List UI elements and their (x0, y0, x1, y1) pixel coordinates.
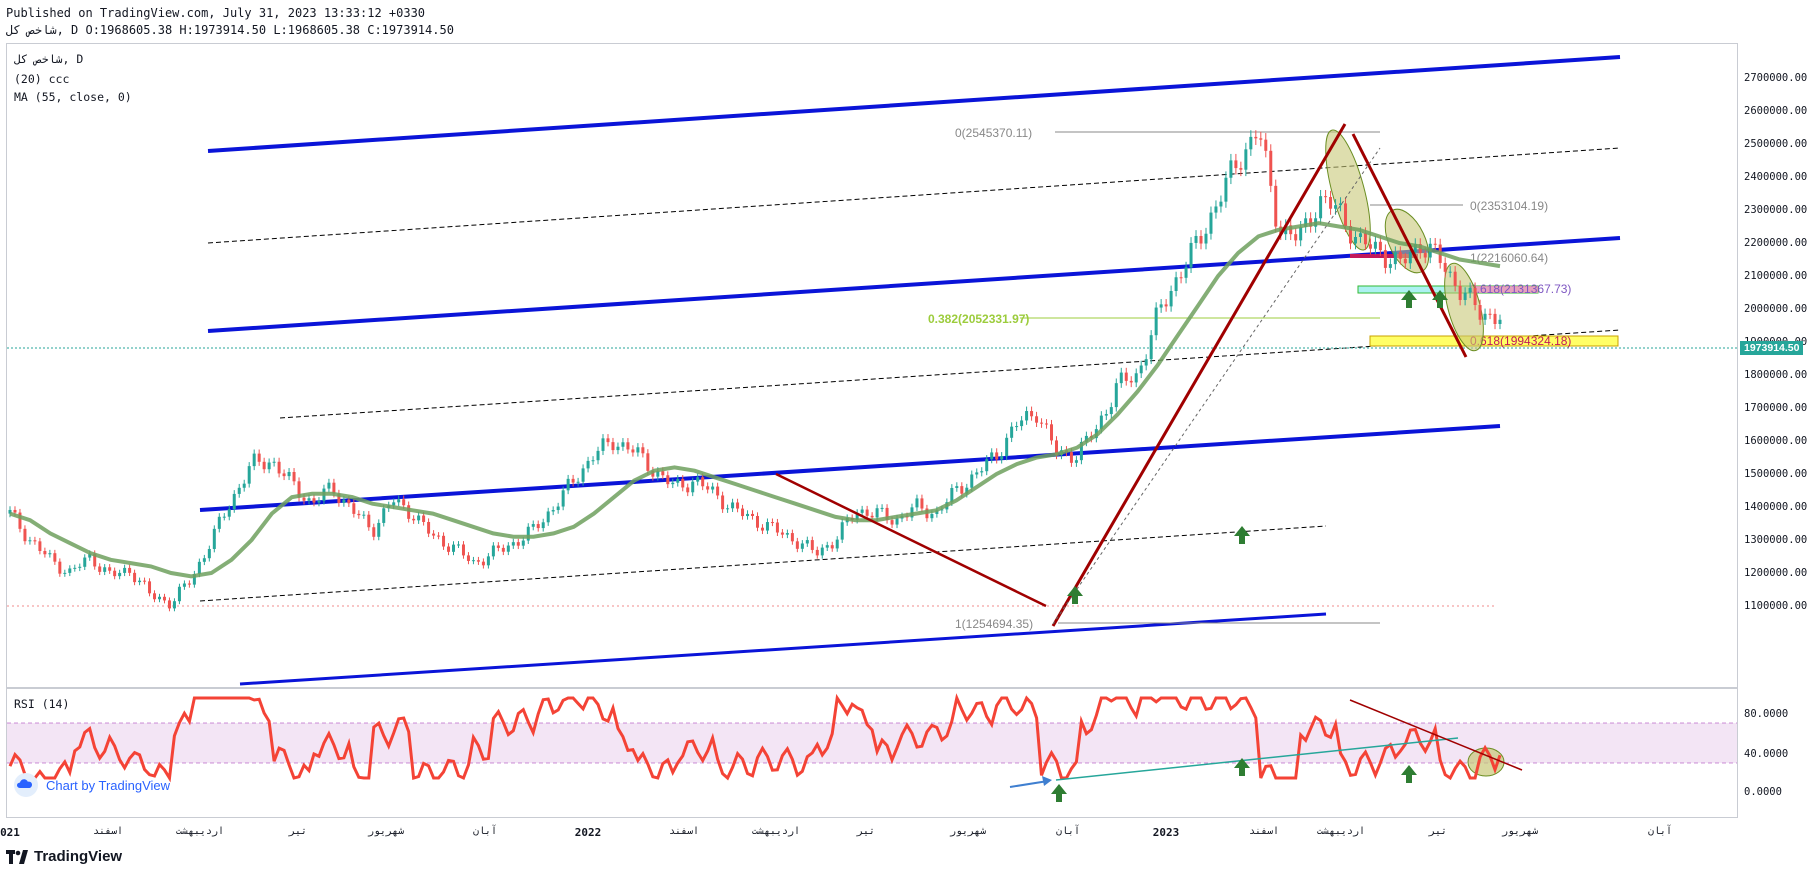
price-axis-label: 2400000.00 (1744, 171, 1808, 183)
time-axis-label: اردیبهشت (175, 826, 225, 837)
legend-study-ma[interactable]: MA (55, close, 0) (14, 90, 132, 104)
time-axis-label: تیر (1428, 826, 1448, 837)
price-axis-label: 1100000.00 (1744, 600, 1808, 612)
time-axis-label: آبان (1055, 826, 1081, 837)
published-line: Published on TradingView.com, July 31, 2… (6, 6, 426, 20)
price-axis-label: 2000000.00 (1744, 303, 1808, 315)
price-axis-label: 1600000.00 (1744, 435, 1808, 447)
legend-symbol[interactable]: شاخص کل, D (14, 52, 84, 66)
time-axis-label: اسفند (1248, 826, 1280, 837)
time-axis-label: آبان (472, 826, 498, 837)
price-axis-label: 1200000.00 (1744, 567, 1808, 579)
legend-rsi[interactable]: RSI (14) (14, 697, 70, 711)
chart-by-tradingview[interactable]: Chart by TradingView (14, 773, 170, 797)
time-axis-label: اسفند (92, 826, 124, 837)
main-chart-pane[interactable] (6, 43, 1738, 688)
byline-text[interactable]: Chart by TradingView (46, 777, 171, 793)
tradingview-logo[interactable]: TradingView (6, 848, 122, 865)
time-axis-label: تیر (288, 826, 308, 837)
time-axis-label: اردیبهشت (1316, 826, 1366, 837)
tradingview-logo-icon (6, 849, 28, 864)
tradingview-cloud-icon (14, 773, 38, 797)
price-axis-label: 2600000.00 (1744, 105, 1808, 117)
price-axis-label: 2200000.00 (1744, 237, 1808, 249)
time-axis-label: اردیبهشت (751, 826, 801, 837)
time-axis-label: 2023 (1152, 826, 1180, 839)
time-axis-label: آبان (1647, 826, 1673, 837)
price-axis-label: 2500000.00 (1744, 138, 1808, 150)
rsi-pane[interactable] (6, 688, 1738, 818)
price-axis-label: 2700000.00 (1744, 72, 1808, 84)
price-axis-label: 1300000.00 (1744, 534, 1808, 546)
time-axis-label: شهریور (949, 826, 987, 837)
price-axis-label: 1400000.00 (1744, 501, 1808, 513)
footer-brand-text: TradingView (34, 848, 123, 865)
last-price-badge: 1973914.50 (1740, 341, 1804, 355)
time-axis-label: اسفند (668, 826, 700, 837)
time-axis-label: 2022 (574, 826, 602, 839)
price-axis-label: 2100000.00 (1744, 270, 1808, 282)
price-axis-label: 2300000.00 (1744, 204, 1808, 216)
ohlc-line: شاخص کل, D O:1968605.38 H:1973914.50 L:1… (6, 23, 454, 37)
legend-study-ccc[interactable]: (20) ccc (14, 72, 70, 86)
price-axis-label: 1700000.00 (1744, 402, 1808, 414)
time-axis-label: 021 (0, 826, 20, 839)
price-axis-label: 1500000.00 (1744, 468, 1808, 480)
rsi-axis-label: 40.0000 (1744, 748, 1789, 760)
price-axis-label: 1800000.00 (1744, 369, 1808, 381)
rsi-axis-label: 0.0000 (1744, 786, 1782, 798)
time-axis-label: شهریور (367, 826, 405, 837)
time-axis-label: شهریور (1501, 826, 1539, 837)
rsi-axis-label: 80.0000 (1744, 708, 1789, 720)
time-axis-label: تیر (856, 826, 876, 837)
